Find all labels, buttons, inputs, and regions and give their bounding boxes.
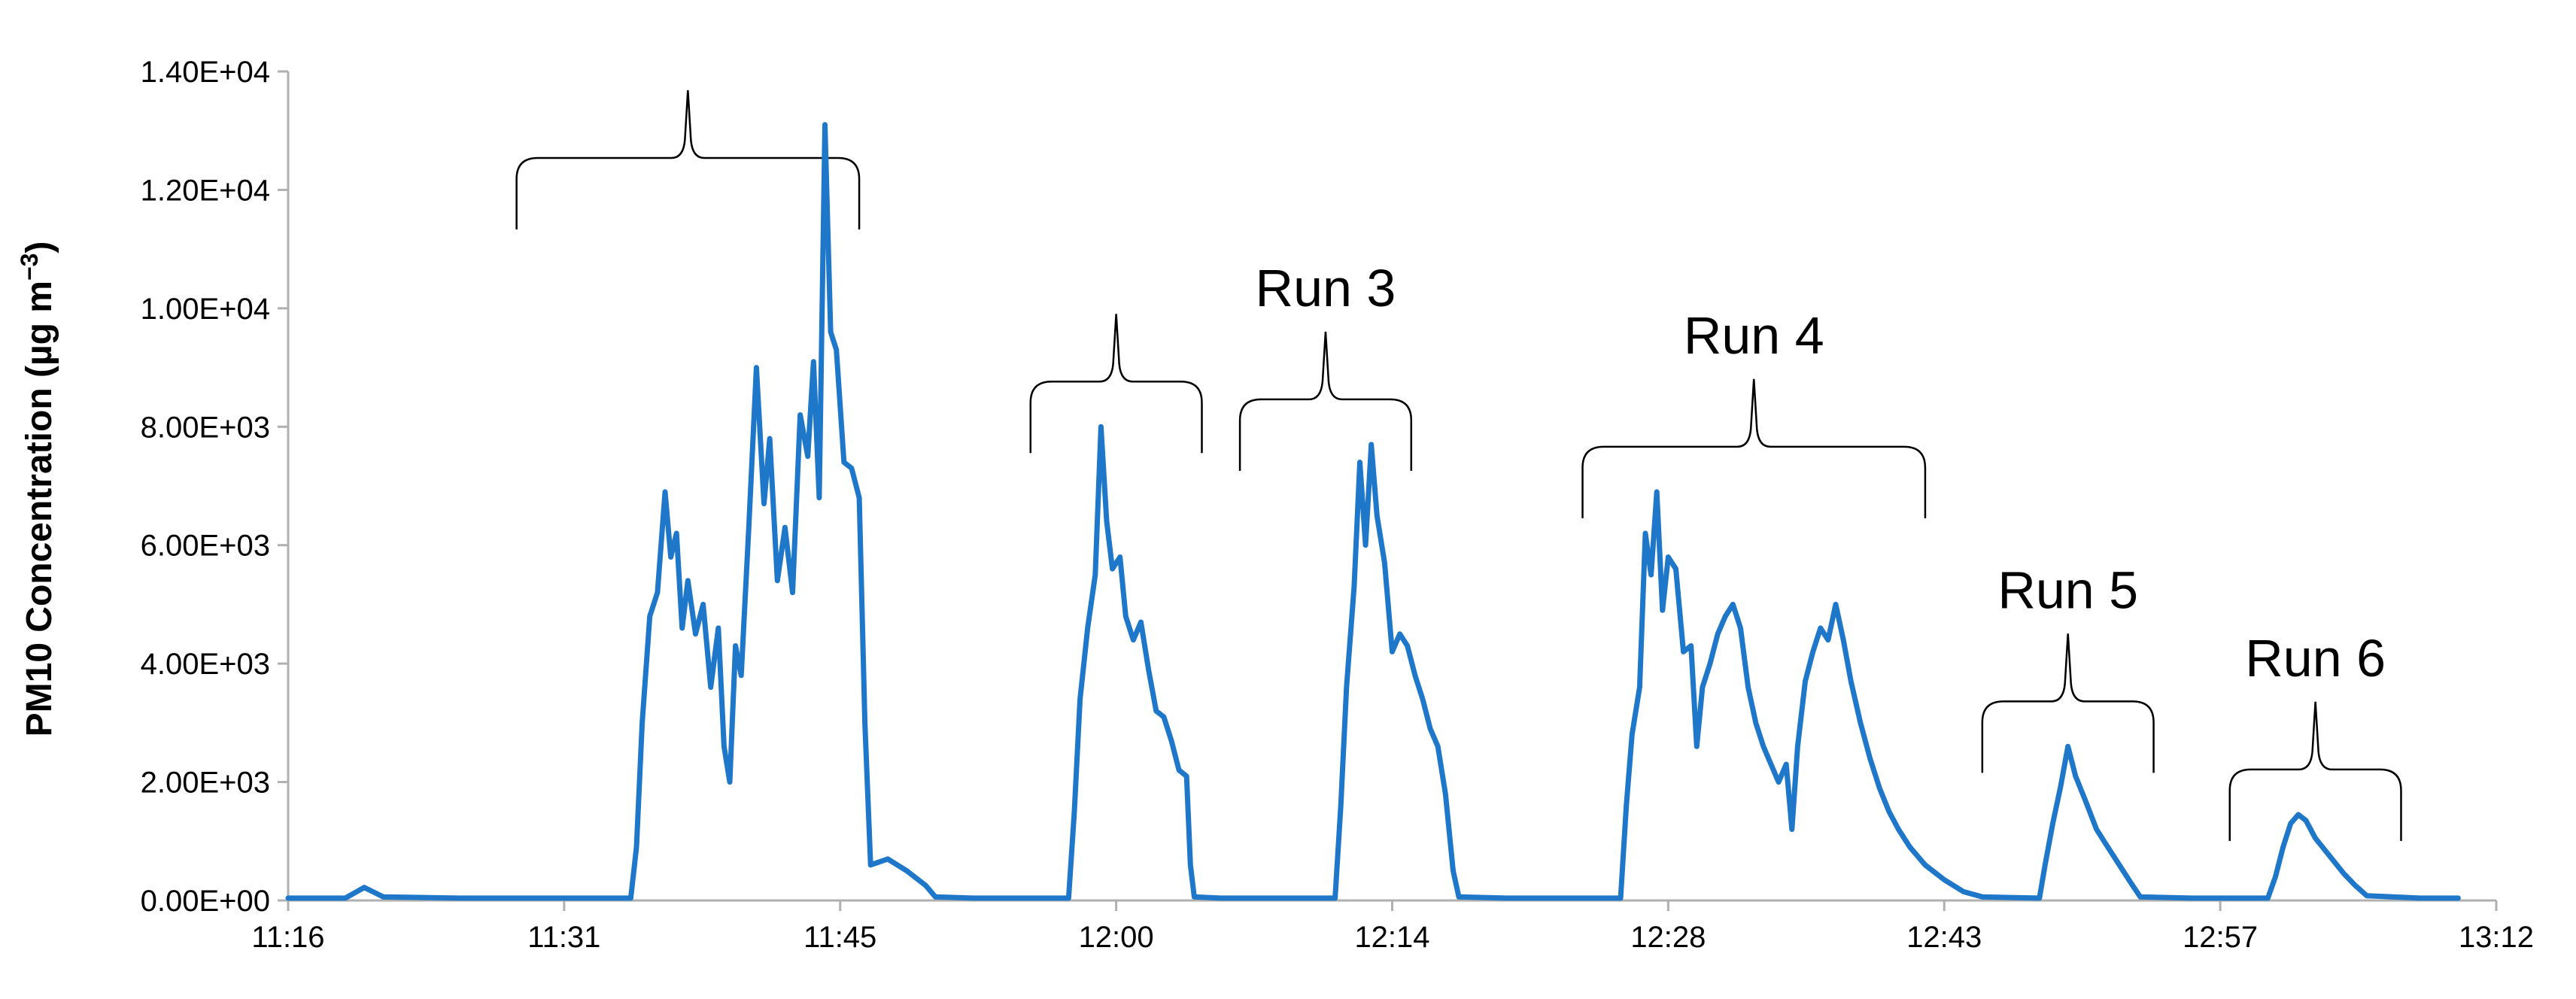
y-tick-label: 0.00E+00 bbox=[141, 885, 270, 918]
run-brace bbox=[2228, 701, 2402, 841]
x-tick-label: 12:57 bbox=[2183, 921, 2258, 954]
run-label: Run 3 bbox=[1256, 259, 1396, 317]
series-line-pm10 bbox=[285, 122, 2461, 901]
x-tick-group: 11:16 11:31 11:45 12:00 12:14 12:28 12:43 12:57… bbox=[251, 900, 2534, 954]
y-tick-label: 1.40E+04 bbox=[141, 56, 270, 89]
x-tick-label: 12:43 bbox=[1906, 921, 1982, 954]
run-label: Run 5 bbox=[1997, 560, 2138, 619]
x-tick-label: 12:14 bbox=[1354, 921, 1429, 954]
run-brace bbox=[1981, 633, 2155, 773]
run-brace bbox=[1581, 378, 1927, 518]
y-tick-group: 0.00E+00 2.00E+03 4.00E+03 6.00E+03 8.00E+03… bbox=[141, 56, 288, 918]
run-brace bbox=[1029, 314, 1203, 454]
x-tick-label: 13:12 bbox=[2459, 921, 2534, 954]
x-tick-label: 11:16 bbox=[251, 921, 324, 954]
y-tick-label: 4.00E+03 bbox=[141, 648, 270, 681]
run-label: Run 4 bbox=[1684, 306, 1824, 365]
y-tick-label: 1.00E+04 bbox=[141, 293, 270, 326]
y-tick-label: 8.00E+03 bbox=[141, 411, 270, 444]
x-tick-label: 12:28 bbox=[1630, 921, 1706, 954]
run-brace bbox=[1238, 331, 1413, 471]
run-brace-group bbox=[515, 90, 2402, 841]
run-label-group: Run 3 Run 4 Run 5 Run 6 bbox=[1256, 259, 2386, 688]
y-axis-title-exponent: −3 bbox=[16, 254, 43, 281]
axes bbox=[287, 71, 2496, 902]
x-tick-label: 11:31 bbox=[527, 921, 600, 954]
y-tick-label: 2.00E+03 bbox=[141, 767, 270, 800]
y-tick-label: 1.20E+04 bbox=[141, 174, 270, 207]
y-tick-label: 6.00E+03 bbox=[141, 530, 270, 563]
x-tick-label: 12:00 bbox=[1079, 921, 1154, 954]
x-tick-label: 11:45 bbox=[803, 921, 876, 954]
run-brace bbox=[515, 90, 861, 229]
run-label: Run 6 bbox=[2245, 629, 2386, 688]
y-axis-title: PM10 Concentration (µg m−3) bbox=[16, 241, 59, 737]
